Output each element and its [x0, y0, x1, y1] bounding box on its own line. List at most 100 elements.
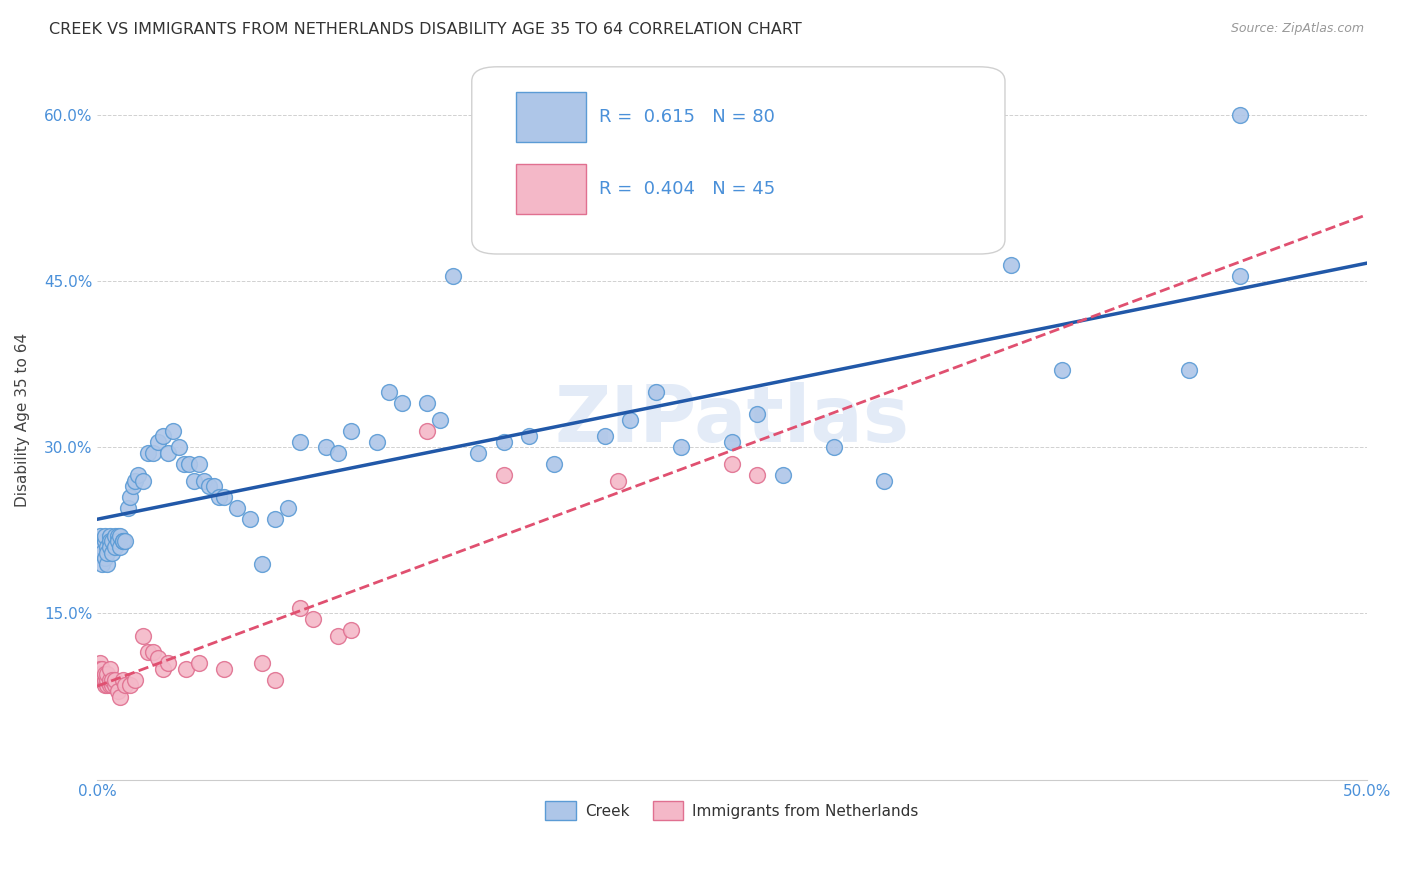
Point: [517, 429, 540, 443]
Point: [104, 540, 127, 554]
Point: [543, 457, 565, 471]
Point: [162, 424, 184, 438]
Text: R =  0.615   N = 80: R = 0.615 N = 80: [599, 108, 775, 126]
Point: [644, 384, 666, 399]
Point: [104, 529, 127, 543]
Point: [1229, 108, 1251, 122]
Point: [416, 396, 439, 410]
Point: [96, 678, 118, 692]
Point: [96, 557, 118, 571]
Point: [96, 545, 118, 559]
Point: [252, 557, 274, 571]
Point: [104, 673, 127, 687]
Point: [1229, 268, 1251, 283]
Point: [107, 534, 129, 549]
Point: [96, 667, 118, 681]
Point: [264, 673, 287, 687]
Point: [239, 512, 262, 526]
Point: [98, 673, 121, 687]
Point: [212, 662, 235, 676]
Point: [467, 446, 489, 460]
Point: [429, 412, 451, 426]
Point: [148, 650, 170, 665]
Point: [124, 673, 146, 687]
Point: [593, 429, 616, 443]
Point: [132, 629, 155, 643]
Point: [302, 612, 325, 626]
Point: [747, 407, 769, 421]
Point: [107, 684, 129, 698]
Point: [492, 467, 515, 482]
Point: [91, 662, 114, 676]
Point: [290, 601, 312, 615]
Point: [89, 529, 111, 543]
Point: [114, 678, 136, 692]
Point: [212, 490, 235, 504]
Point: [111, 534, 134, 549]
Point: [252, 657, 274, 671]
Point: [98, 540, 121, 554]
Point: [671, 440, 693, 454]
Point: [391, 396, 413, 410]
Point: [98, 534, 121, 549]
Point: [157, 657, 180, 671]
Point: [152, 662, 174, 676]
Point: [202, 479, 225, 493]
Y-axis label: Disability Age 35 to 64: Disability Age 35 to 64: [15, 333, 30, 507]
Point: [187, 657, 209, 671]
Point: [89, 657, 111, 671]
Point: [98, 678, 121, 692]
Point: [108, 529, 131, 543]
Point: [225, 501, 247, 516]
Point: [91, 540, 114, 554]
Point: [1000, 258, 1022, 272]
Point: [173, 457, 195, 471]
Text: R =  0.404   N = 45: R = 0.404 N = 45: [599, 180, 775, 198]
Point: [187, 457, 209, 471]
Point: [148, 434, 170, 449]
Point: [104, 678, 127, 692]
Point: [89, 662, 111, 676]
Point: [94, 551, 117, 566]
Point: [127, 467, 149, 482]
Point: [94, 667, 117, 681]
Point: [107, 529, 129, 543]
Point: [277, 501, 299, 516]
Point: [101, 678, 124, 692]
FancyBboxPatch shape: [516, 164, 586, 214]
Point: [111, 534, 134, 549]
Point: [101, 534, 124, 549]
Point: [114, 534, 136, 549]
Point: [340, 424, 363, 438]
Legend: Creek, Immigrants from Netherlands: Creek, Immigrants from Netherlands: [540, 795, 925, 826]
Point: [98, 662, 121, 676]
FancyBboxPatch shape: [516, 92, 586, 143]
Point: [177, 457, 200, 471]
Point: [96, 540, 118, 554]
Point: [174, 662, 197, 676]
Point: [619, 412, 641, 426]
Point: [101, 545, 124, 559]
Text: CREEK VS IMMIGRANTS FROM NETHERLANDS DISABILITY AGE 35 TO 64 CORRELATION CHART: CREEK VS IMMIGRANTS FROM NETHERLANDS DIS…: [49, 22, 801, 37]
Point: [1050, 363, 1073, 377]
Point: [492, 434, 515, 449]
Point: [157, 446, 180, 460]
Point: [747, 467, 769, 482]
Point: [120, 490, 142, 504]
Point: [120, 678, 142, 692]
Point: [98, 529, 121, 543]
Point: [772, 467, 794, 482]
Point: [193, 474, 215, 488]
Point: [416, 424, 439, 438]
Point: [108, 540, 131, 554]
Point: [94, 678, 117, 692]
Point: [378, 384, 401, 399]
Point: [96, 673, 118, 687]
Text: Source: ZipAtlas.com: Source: ZipAtlas.com: [1230, 22, 1364, 36]
Point: [441, 268, 464, 283]
Point: [117, 501, 139, 516]
Point: [142, 446, 165, 460]
Point: [290, 434, 312, 449]
Point: [136, 446, 159, 460]
Point: [340, 623, 363, 637]
